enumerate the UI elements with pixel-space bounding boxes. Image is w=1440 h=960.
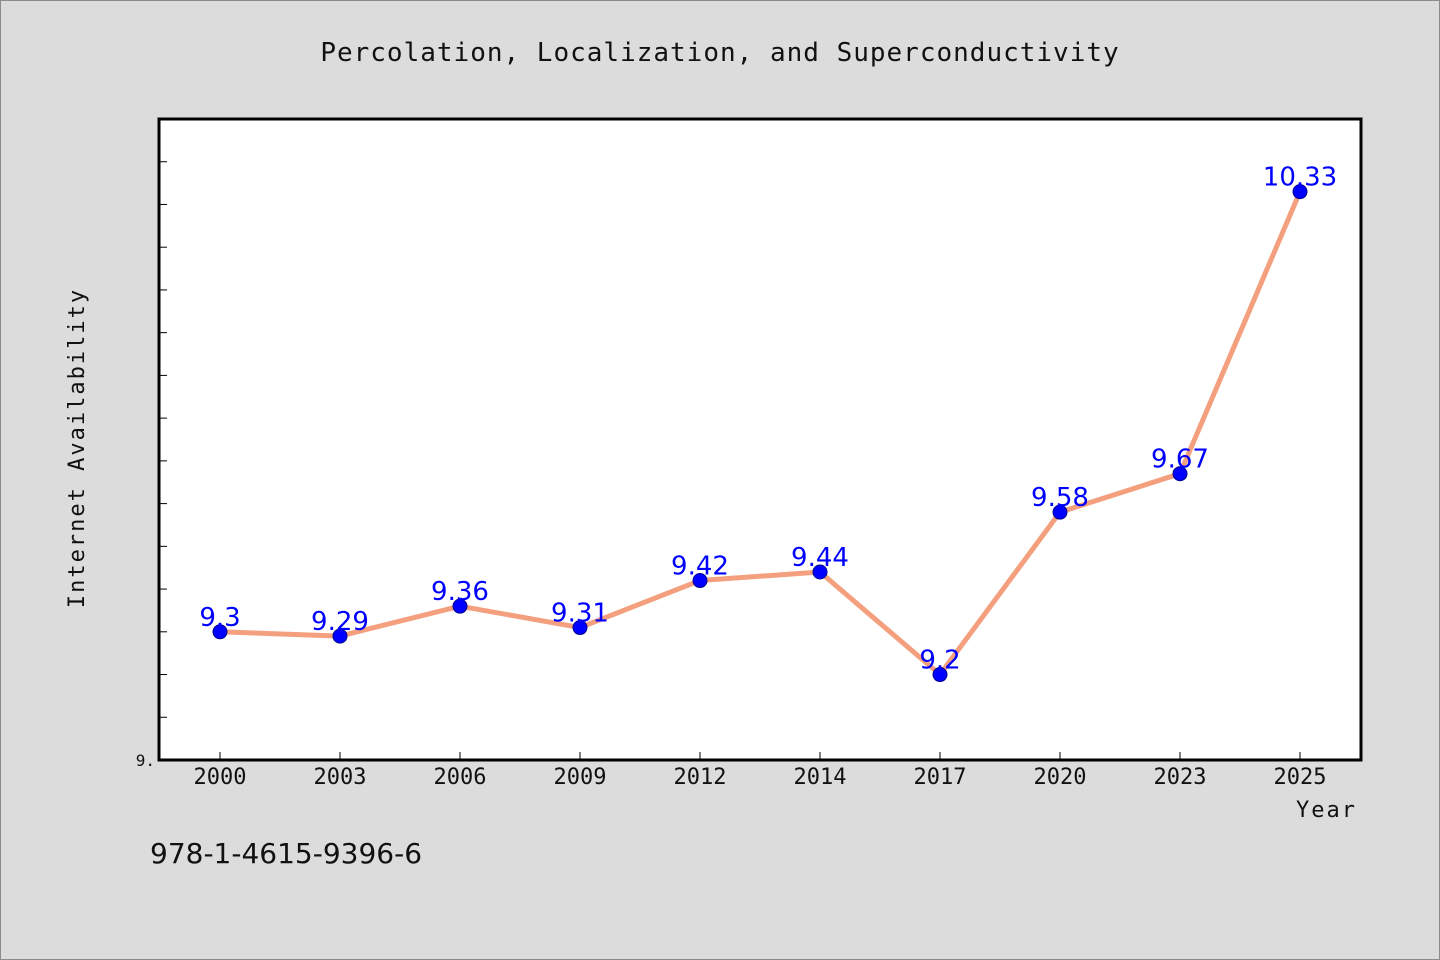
data-label: 9.58 (1031, 483, 1089, 513)
x-axis-ticks (219, 752, 1301, 760)
data-label: 9.29 (311, 607, 369, 637)
x-tick-label: 2014 (794, 765, 847, 790)
data-label: 9.36 (431, 577, 489, 607)
data-point (692, 573, 708, 589)
x-tick-label: 2023 (1154, 765, 1207, 790)
data-point (1172, 466, 1188, 482)
series-layer: 9.3 9.29 9.36 9.31 9.42 9.44 9.2 9.58 9.67 10.33 (199, 163, 1337, 683)
data-point (212, 624, 228, 640)
data-point (452, 598, 468, 614)
plot-area (157, 117, 1363, 762)
series-line (217, 189, 1303, 678)
x-tick-label: 2006 (434, 765, 487, 790)
data-label: 10.33 (1263, 163, 1337, 193)
x-tick-label: 2003 (314, 765, 367, 790)
y-axis-label: Internet Availability (65, 288, 90, 608)
data-point (572, 620, 588, 636)
data-label: 9.67 (1151, 445, 1209, 475)
data-point (932, 667, 948, 683)
x-tick-labels: 2000 2003 2006 2009 2012 2014 2017 2020 2023 2025 (194, 765, 1327, 790)
y-axis-ticks (159, 161, 167, 718)
x-tick-label: 2017 (914, 765, 967, 790)
data-point (812, 564, 828, 580)
x-tick-label: 2012 (674, 765, 727, 790)
x-tick-label: 2000 (194, 765, 247, 790)
isbn-label: 978-1-4615-9396-6 (150, 837, 422, 870)
data-label: 9.31 (551, 599, 609, 629)
y-tick-label: 9. (136, 751, 155, 770)
data-label: 9.2 (919, 646, 960, 676)
data-label: 9.3 (199, 603, 240, 633)
data-point (1052, 504, 1068, 520)
chart-title: Percolation, Localization, and Supercond… (320, 38, 1119, 68)
data-label: 9.42 (671, 552, 729, 582)
x-tick-label: 2009 (554, 765, 607, 790)
data-point (332, 628, 348, 644)
x-tick-label: 2020 (1034, 765, 1087, 790)
x-axis-label: Year (1296, 798, 1357, 823)
x-tick-label: 2025 (1274, 765, 1327, 790)
data-point (1292, 184, 1308, 200)
data-label: 9.44 (791, 543, 849, 573)
